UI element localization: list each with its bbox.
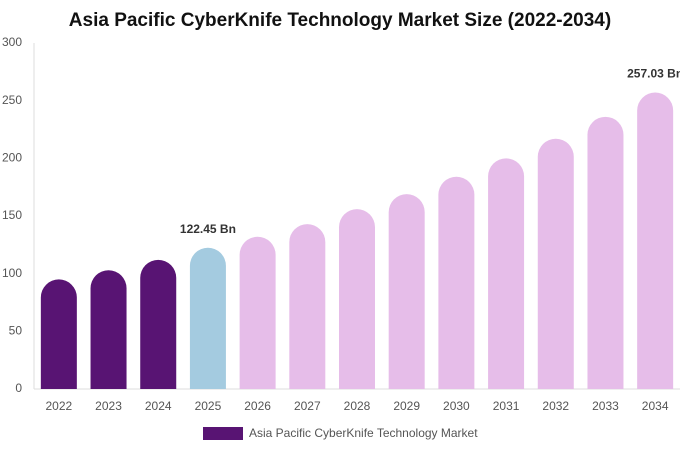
bar bbox=[189, 247, 226, 389]
y-tick-label: 250 bbox=[2, 93, 22, 107]
value-label: 257.03 Bn bbox=[627, 67, 680, 81]
value-label: 122.45 Bn bbox=[180, 222, 236, 236]
bar bbox=[140, 259, 177, 389]
bar bbox=[438, 176, 475, 389]
x-tick-label: 2033 bbox=[592, 399, 619, 413]
x-tick-label: 2023 bbox=[95, 399, 122, 413]
bar bbox=[587, 116, 624, 389]
legend-swatch bbox=[203, 427, 243, 440]
legend-label: Asia Pacific CyberKnife Technology Marke… bbox=[249, 426, 478, 440]
x-tick-label: 2027 bbox=[294, 399, 321, 413]
x-tick-label: 2034 bbox=[642, 399, 669, 413]
x-tick-label: 2031 bbox=[493, 399, 520, 413]
x-tick-label: 2032 bbox=[542, 399, 569, 413]
x-tick-label: 2022 bbox=[45, 399, 72, 413]
bar bbox=[388, 194, 425, 389]
y-tick-label: 150 bbox=[2, 208, 22, 222]
bar bbox=[239, 236, 276, 389]
bar bbox=[90, 270, 127, 389]
y-tick-label: 100 bbox=[2, 266, 22, 280]
x-tick-label: 2026 bbox=[244, 399, 271, 413]
chart-title: Asia Pacific CyberKnife Technology Marke… bbox=[69, 10, 611, 31]
x-tick-label: 2029 bbox=[393, 399, 420, 413]
y-tick-label: 50 bbox=[9, 324, 23, 338]
y-tick-label: 200 bbox=[2, 151, 22, 165]
y-tick-label: 0 bbox=[15, 381, 22, 395]
bar bbox=[537, 138, 574, 389]
x-tick-label: 2028 bbox=[344, 399, 371, 413]
bar bbox=[289, 224, 326, 389]
y-tick-label: 300 bbox=[2, 35, 22, 49]
x-tick-label: 2025 bbox=[195, 399, 222, 413]
bar bbox=[488, 158, 525, 389]
x-tick-label: 2030 bbox=[443, 399, 470, 413]
bar bbox=[637, 92, 674, 390]
bar bbox=[40, 279, 77, 389]
bar bbox=[339, 209, 375, 389]
x-tick-label: 2024 bbox=[145, 399, 172, 413]
